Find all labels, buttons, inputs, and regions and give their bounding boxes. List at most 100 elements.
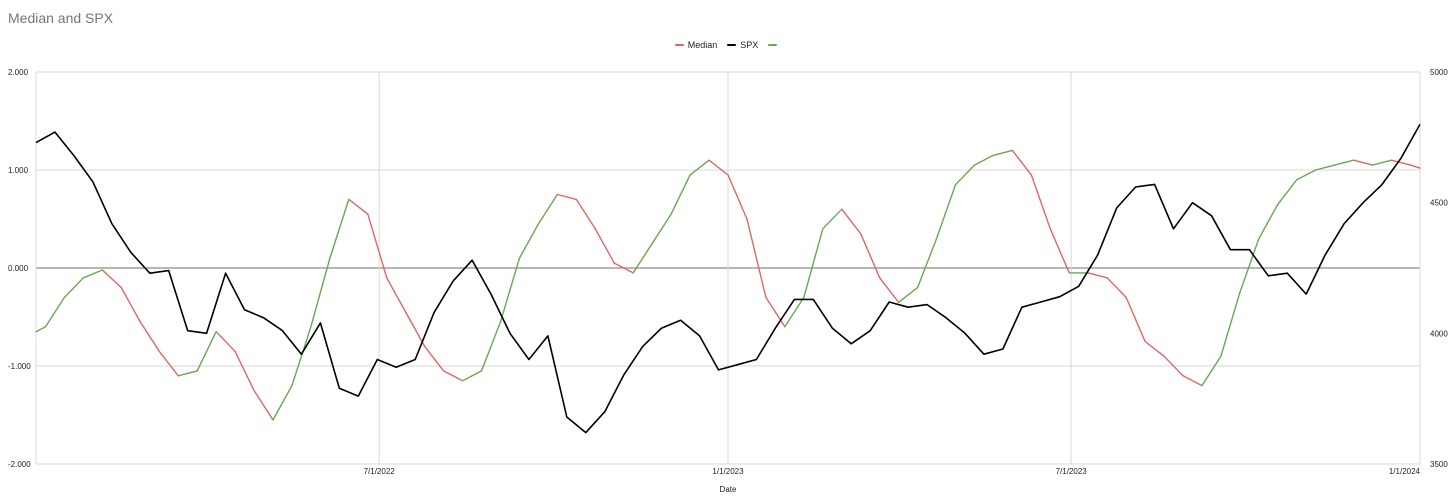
y-tick-label: 2.000 [8, 68, 29, 77]
y2-tick-label: 3500 [1430, 460, 1448, 469]
median-segment [803, 228, 824, 299]
median-segment [386, 277, 407, 313]
median-segment [120, 286, 141, 323]
median-segment [973, 154, 995, 166]
median-segment [841, 208, 862, 235]
median-segment [1277, 179, 1298, 206]
median-segment [291, 326, 312, 387]
median-segment [1106, 277, 1127, 299]
median-segment [1125, 296, 1146, 343]
median-segment [954, 164, 976, 186]
median-segment [1371, 159, 1393, 166]
legend-swatch-spx [727, 44, 737, 46]
median-segment [101, 269, 123, 289]
median-segment [329, 198, 350, 259]
median-segment [253, 389, 274, 421]
median-segment [613, 262, 634, 274]
median-segment [177, 370, 198, 377]
median-segment [35, 326, 47, 333]
median-segment [1258, 203, 1279, 240]
median-segment [897, 286, 919, 303]
y2-tick-label: 4000 [1430, 329, 1448, 338]
median-segment [1182, 375, 1203, 387]
median-segment [196, 331, 217, 372]
y-tick-label: -1.000 [8, 362, 31, 371]
median-segment [765, 296, 786, 328]
median-segment [234, 350, 255, 392]
median-segment [935, 183, 957, 240]
legend-label-spx: SPX [740, 40, 759, 50]
median-segment [1409, 164, 1421, 169]
median-segment [499, 257, 521, 323]
legend-swatch-median [674, 44, 684, 46]
median-segment [63, 277, 85, 299]
median-segment [575, 198, 596, 230]
median-segment [1333, 159, 1355, 166]
x-tick-label: 1/1/2023 [712, 467, 744, 476]
median-segment [1296, 169, 1317, 181]
y2-tick-label: 4500 [1430, 199, 1448, 208]
median-segment [442, 370, 464, 382]
legend-label-median: Median [687, 40, 718, 50]
median-segment [404, 311, 426, 348]
median-segment [746, 218, 767, 299]
y2-tick-label: 5000 [1430, 68, 1448, 77]
median-segment [1315, 164, 1336, 171]
median-segment [727, 174, 748, 220]
median-segment [822, 208, 843, 230]
median-segment [670, 174, 691, 215]
median-segment [1352, 159, 1374, 166]
median-segment [594, 228, 615, 264]
median-segment [139, 321, 160, 352]
median-segment [651, 213, 672, 245]
median-segment [632, 242, 653, 274]
median-segment [537, 193, 559, 225]
median-segment [860, 232, 881, 279]
median-segment [1390, 159, 1412, 166]
x-tick-label: 1/1/2024 [1389, 467, 1421, 476]
median-segment [1163, 355, 1184, 377]
legend-item-spx: SPX [727, 40, 758, 50]
median-segment [708, 159, 729, 176]
median-segment [367, 213, 388, 279]
median-segment [878, 277, 900, 303]
median-segment [423, 345, 445, 372]
median-segment [689, 159, 710, 176]
x-tick-label: 7/1/2023 [1056, 467, 1088, 476]
median-segment [215, 331, 236, 352]
median-segment [916, 237, 938, 289]
legend-swatch-unnamed [768, 44, 778, 46]
median-segment [82, 269, 104, 279]
y-tick-label: 0.000 [8, 264, 29, 273]
y-tick-label: -2.000 [8, 460, 31, 469]
y-tick-label: 1.000 [8, 166, 29, 175]
median-segment [1220, 291, 1241, 357]
median-segment [1239, 237, 1260, 294]
median-segment [556, 193, 578, 201]
median-segment [518, 223, 540, 259]
legend-item-median: Median [674, 40, 718, 50]
median-segment [1011, 149, 1033, 176]
median-segment [348, 198, 369, 215]
median-segment [1087, 272, 1108, 279]
median-segment [1030, 174, 1052, 230]
median-segment [272, 384, 293, 421]
spx-line [35, 123, 1421, 434]
x-axis-title: Date [720, 485, 737, 494]
median-segment [44, 296, 66, 328]
median-segment [310, 257, 331, 328]
median-segment [992, 149, 1014, 157]
median-segment [1144, 340, 1165, 357]
legend-item-unnamed [768, 44, 781, 46]
median-segment [158, 350, 179, 377]
legend: Median SPX [0, 40, 1456, 50]
x-tick-label: 7/1/2022 [364, 467, 396, 476]
median-segment [480, 321, 502, 372]
median-segment [1201, 355, 1222, 387]
chart-title: Median and SPX [8, 10, 114, 26]
median-segment [461, 370, 483, 382]
median-segment [1049, 228, 1070, 274]
median-segment [784, 296, 805, 328]
